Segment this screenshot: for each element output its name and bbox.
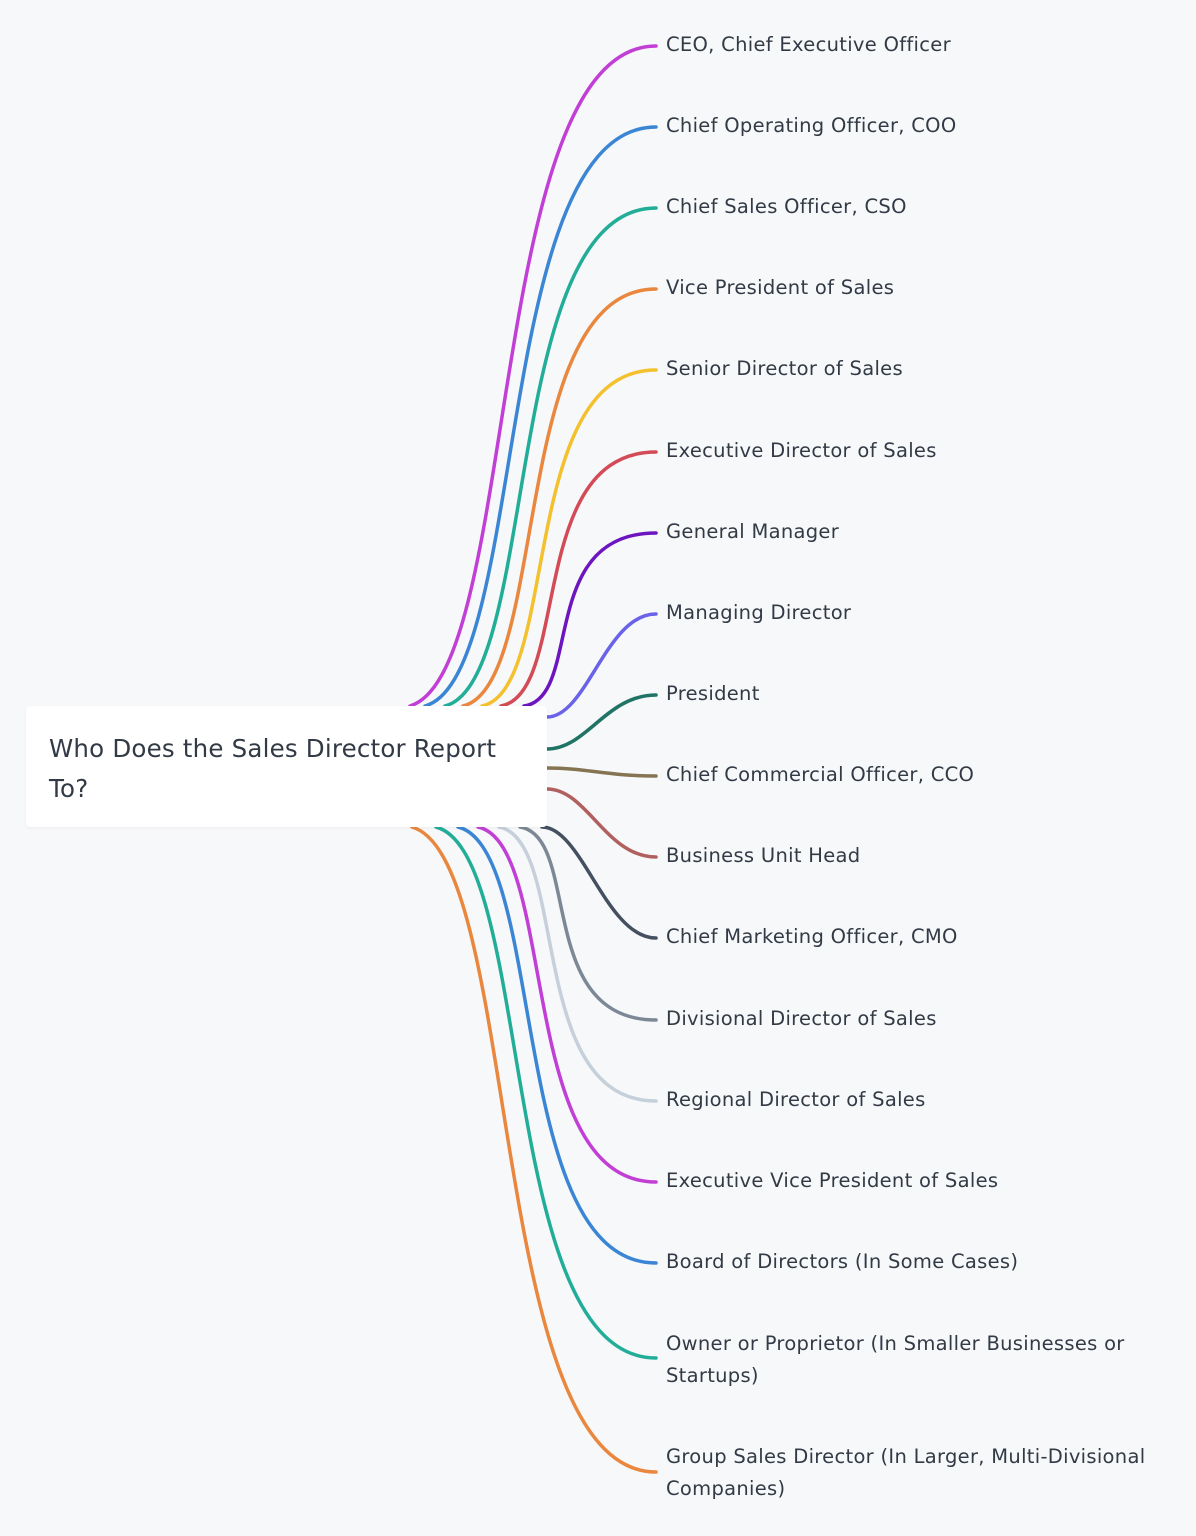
branch-node[interactable]: Board of Directors (In Some Cases) [666, 1250, 1019, 1273]
connector-line [410, 825, 658, 1474]
branch-node[interactable]: Regional Director of Sales [666, 1088, 926, 1111]
branch-node[interactable]: Divisional Director of Sales [666, 1007, 937, 1030]
branch-node[interactable]: President [666, 682, 760, 705]
connector-line [499, 450, 658, 708]
connector-line [545, 612, 658, 719]
connector-line [545, 766, 658, 778]
connector-line [545, 693, 658, 751]
branch-node[interactable]: Managing Director [666, 601, 852, 624]
connector-line [497, 825, 658, 1103]
branch-node[interactable]: Chief Operating Officer, COO [666, 114, 957, 137]
connector-line [456, 825, 658, 1265]
branch-node[interactable]: Executive Director of Sales [666, 439, 937, 462]
connector-line [480, 368, 658, 708]
connector-line [522, 531, 658, 708]
branch-node[interactable]: Group Sales Director (In Larger, Multi-D… [666, 1445, 1146, 1500]
connector-line [545, 787, 658, 859]
branch-node[interactable]: Executive Vice President of Sales [666, 1169, 999, 1192]
connector-line [408, 44, 658, 708]
branch-node[interactable]: Chief Sales Officer, CSO [666, 195, 907, 218]
branch-node[interactable]: Vice President of Sales [666, 276, 895, 299]
connector-line [443, 206, 658, 708]
connector-line [461, 287, 658, 708]
root-title: Who Does the Sales Director Report To? [49, 734, 497, 803]
branch-node[interactable]: Business Unit Head [666, 844, 861, 867]
branch-node[interactable]: CEO, Chief Executive Officer [666, 33, 951, 56]
branch-node[interactable]: Owner or Proprietor (In Smaller Business… [666, 1332, 1125, 1387]
root-node[interactable]: Who Does the Sales Director Report To? [26, 706, 547, 827]
branch-node[interactable]: Chief Commercial Officer, CCO [666, 763, 975, 786]
connector-line [476, 825, 658, 1184]
connector-line [434, 825, 658, 1360]
connector-line [423, 125, 658, 708]
connector-line [518, 825, 658, 1022]
branch-node[interactable]: Chief Marketing Officer, CMO [666, 925, 958, 948]
connector-line [540, 825, 658, 940]
branch-node[interactable]: Senior Director of Sales [666, 357, 903, 380]
branch-node[interactable]: General Manager [666, 520, 840, 543]
